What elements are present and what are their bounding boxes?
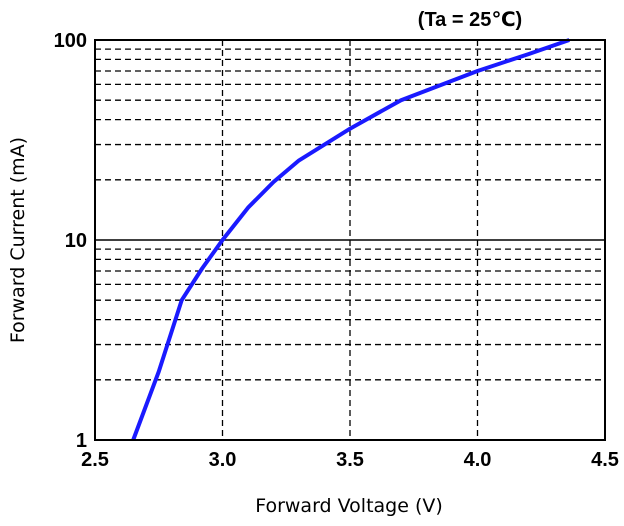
- series-layer: [131, 38, 570, 441]
- y-tick-label: 100: [54, 30, 87, 52]
- x-axis-label: Forward Voltage (V): [255, 495, 443, 517]
- chart-annotation: (Ta = 25℃): [418, 9, 522, 31]
- x-tick-label: 2.5: [81, 449, 109, 471]
- y-tick-label: 1: [76, 430, 87, 452]
- plot-frame: [94, 39, 606, 441]
- y-axis-label: Forward Current (mA): [7, 137, 29, 343]
- tick-labels: 2.5 3.0 3.5 4.0 4.5 1 10 100: [54, 30, 619, 471]
- x-tick-label: 3.5: [336, 449, 364, 471]
- series-line: [131, 38, 570, 441]
- x-tick-label: 4.0: [464, 449, 492, 471]
- x-tick-label: 4.5: [591, 449, 619, 471]
- grid: [95, 40, 605, 440]
- x-tick-label: 3.0: [209, 449, 237, 471]
- y-tick-label: 10: [65, 230, 87, 252]
- plot-border: [94, 39, 606, 441]
